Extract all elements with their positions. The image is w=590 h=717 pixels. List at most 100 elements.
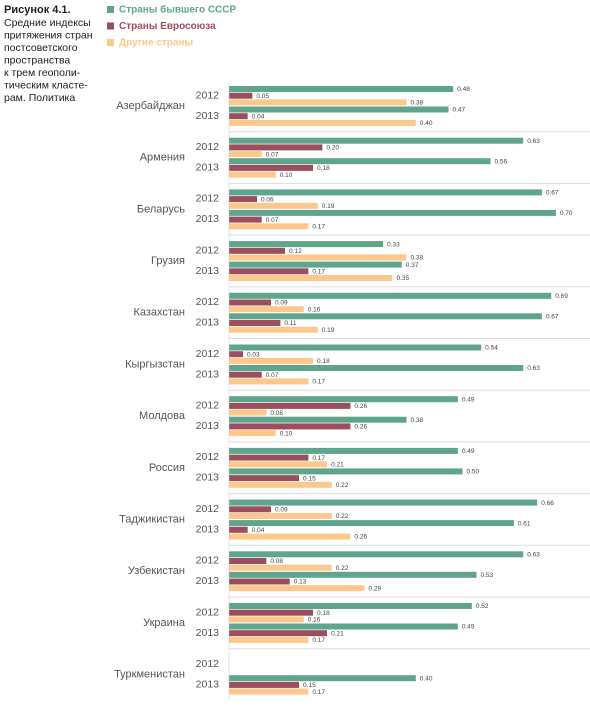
value-label: 0.63: [527, 365, 540, 372]
bar: [229, 164, 314, 171]
chart-subtitle: рам. Политика: [4, 92, 75, 104]
value-label: 0.08: [270, 558, 283, 565]
value-label: 0.18: [317, 358, 330, 365]
group-label: Туркменистан: [114, 669, 185, 681]
value-label: 0.38: [410, 255, 423, 262]
y-tick-label: 2012: [196, 451, 220, 463]
bar: [229, 158, 491, 165]
value-label: 0.56: [495, 158, 508, 165]
value-label: 0.10: [280, 430, 293, 437]
value-label: 0.22: [336, 565, 349, 572]
value-label: 0.40: [420, 120, 433, 127]
value-label: 0.10: [280, 172, 293, 179]
y-tick-label: 2013: [196, 265, 220, 277]
bar: [229, 306, 304, 313]
value-label: 0.16: [308, 617, 321, 624]
bar: [229, 119, 416, 126]
bar: [229, 675, 416, 682]
value-label: 0.22: [336, 482, 349, 489]
bar: [229, 99, 407, 106]
bar: [229, 268, 309, 275]
bar: [229, 603, 472, 609]
bar: [229, 351, 244, 358]
value-label: 0.17: [312, 637, 325, 644]
bar: [229, 423, 351, 430]
value-label: 0.54: [485, 345, 498, 352]
y-tick-label: 2013: [196, 368, 220, 380]
chart-subtitle: тическим класте-: [4, 79, 88, 91]
bar: [229, 506, 272, 513]
bar: [229, 371, 262, 378]
value-label: 0.63: [527, 552, 540, 559]
bar: [229, 223, 309, 230]
y-tick-label: 2012: [196, 141, 220, 153]
bar: [229, 688, 309, 695]
y-tick-label: 2012: [196, 658, 220, 670]
group-label: Россия: [149, 462, 185, 474]
value-label: 0.17: [312, 379, 325, 386]
value-label: 0.06: [261, 196, 274, 203]
bar: [229, 106, 449, 113]
chart-title: Рисунок 4.1.: [4, 4, 71, 16]
bar: [229, 313, 542, 320]
value-label: 0.17: [312, 224, 325, 231]
value-label: 0.04: [252, 113, 265, 120]
bar: [229, 209, 556, 216]
value-label: 0.21: [331, 462, 344, 469]
value-label: 0.26: [354, 424, 367, 431]
bar: [229, 86, 454, 92]
bar: [229, 513, 332, 519]
y-tick-label: 2013: [196, 110, 220, 122]
group-label: Грузия: [151, 255, 185, 267]
group-label: Азербайджан: [116, 100, 185, 112]
bar: [229, 623, 458, 630]
chart-subtitle: притяжения стран: [4, 29, 93, 41]
bar: [229, 137, 524, 144]
y-tick-label: 2012: [196, 89, 220, 101]
y-tick-label: 2013: [196, 472, 220, 484]
y-tick-label: 2012: [196, 348, 220, 360]
value-label: 0.20: [326, 145, 339, 152]
bar: [229, 326, 318, 333]
value-label: 0.08: [270, 410, 283, 417]
bar: [229, 189, 542, 196]
bar: [229, 202, 318, 209]
bar: [229, 430, 276, 437]
value-label: 0.17: [312, 689, 325, 696]
y-tick-label: 2012: [196, 244, 220, 256]
bar: [229, 409, 267, 416]
y-tick-label: 2012: [196, 296, 220, 308]
bar: [229, 144, 323, 151]
value-label: 0.19: [322, 327, 335, 334]
bar: [229, 475, 300, 482]
value-label: 0.52: [476, 603, 489, 610]
value-label: 0.09: [275, 507, 288, 514]
group-label: Беларусь: [137, 203, 185, 215]
bar: [229, 151, 262, 158]
bar: [229, 681, 300, 688]
bar: [229, 416, 407, 423]
legend-label: Страны Евросоюза: [119, 21, 216, 32]
value-label: 0.33: [387, 241, 400, 248]
value-label: 0.53: [481, 572, 494, 579]
value-label: 0.09: [275, 300, 288, 307]
value-label: 0.05: [256, 93, 269, 100]
y-tick-label: 2013: [196, 161, 220, 173]
value-label: 0.11: [284, 320, 297, 327]
value-label: 0.15: [303, 475, 316, 482]
value-label: 0.26: [354, 534, 367, 541]
y-tick-label: 2013: [196, 575, 220, 587]
value-label: 0.03: [247, 351, 260, 358]
y-tick-label: 2013: [196, 627, 220, 639]
value-label: 0.70: [560, 210, 573, 217]
group-label: Казахстан: [133, 307, 185, 319]
bar: [229, 92, 253, 99]
value-label: 0.50: [467, 469, 480, 476]
chart-subtitle: Средние индексы: [4, 17, 91, 29]
y-tick-label: 2013: [196, 523, 220, 535]
bar: [229, 558, 267, 564]
y-tick-label: 2013: [196, 420, 220, 432]
bar: [229, 533, 351, 540]
bar: [229, 344, 482, 351]
